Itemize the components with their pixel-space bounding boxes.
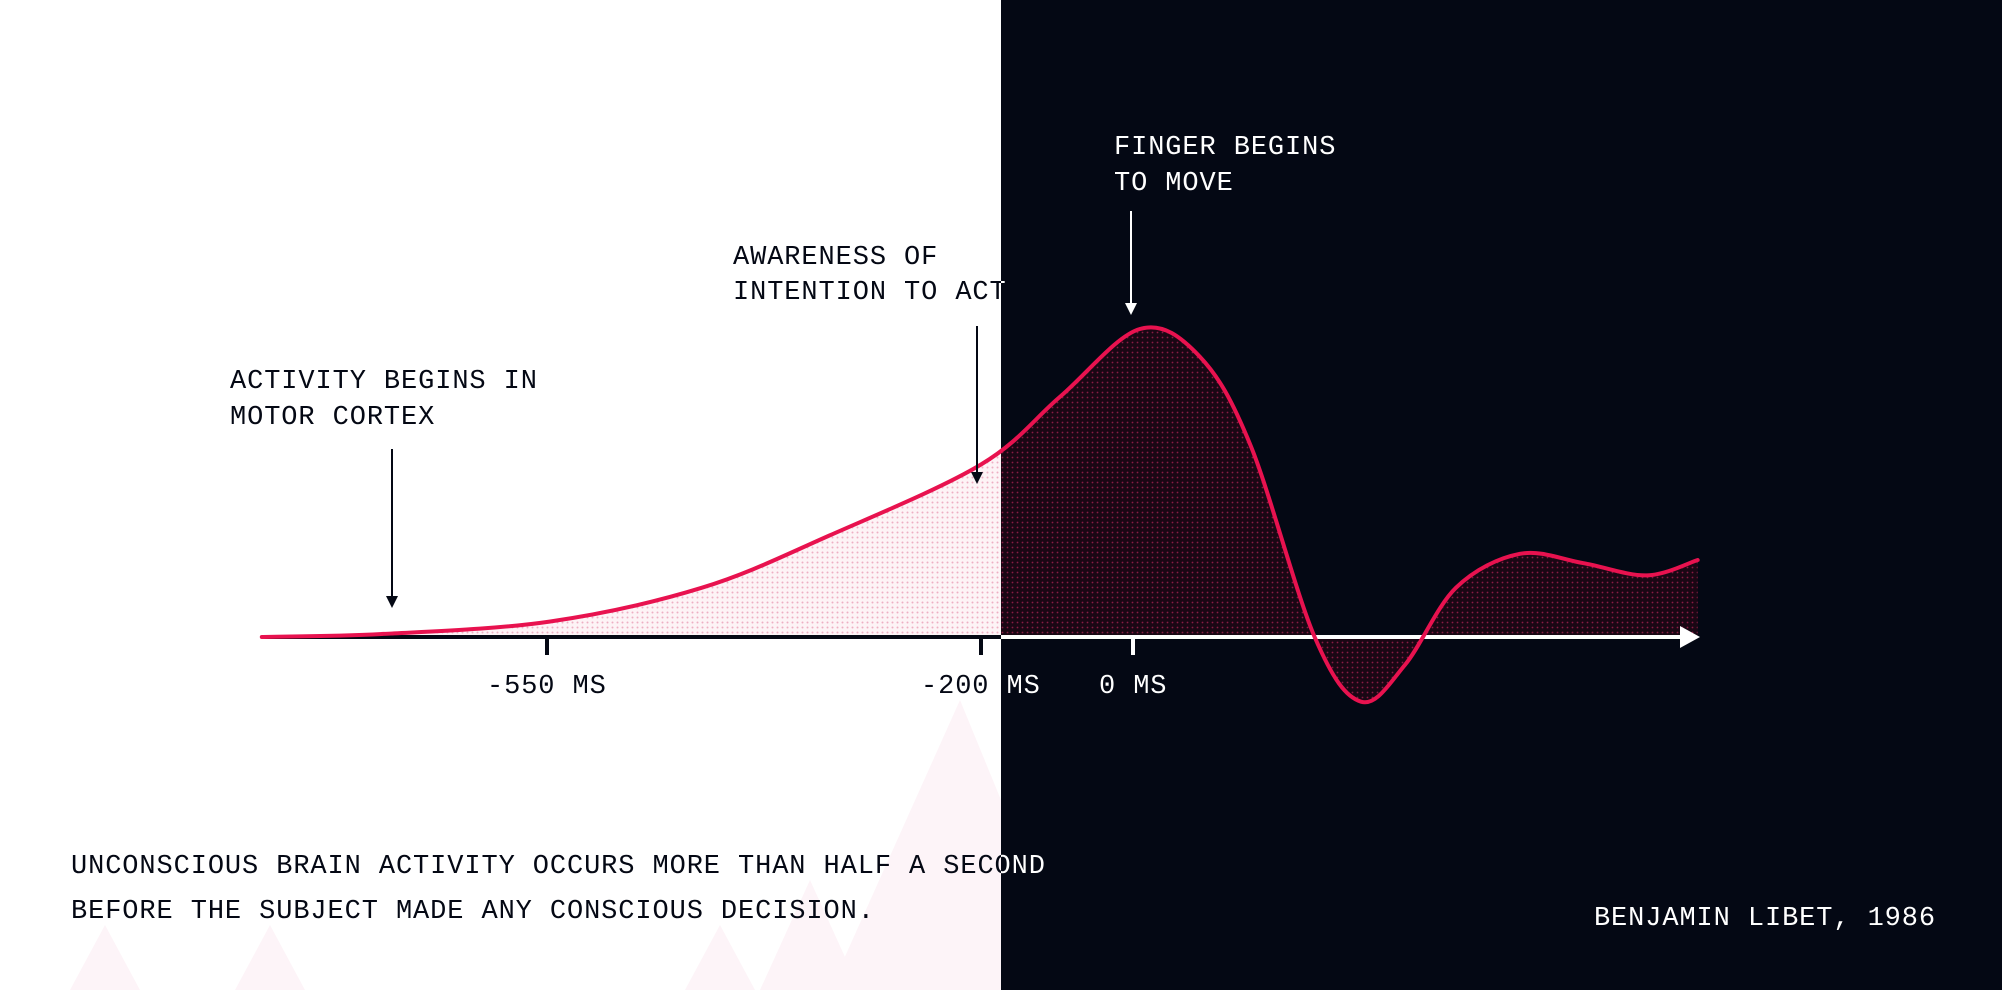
annotation-awareness-line2: INTENTION TO ACT (733, 278, 1007, 308)
readiness-potential-curve (259, 325, 1700, 705)
arrowhead-motor-cortex (386, 596, 398, 608)
decorative-triangles (70, 700, 1001, 990)
arrowhead-finger (1125, 303, 1137, 315)
background-left (0, 0, 1001, 990)
arrowhead-awareness (971, 472, 983, 484)
annotation-finger-line1: FINGER BEGINS (1114, 133, 1337, 163)
caption-line1: UNCONSCIOUS BRAIN ACTIVITY OCCURS MORE T… (71, 852, 1046, 882)
x-tick-label: 0 MS (1099, 672, 1168, 702)
annotation-awareness-line1: AWARENESS OF (733, 243, 939, 273)
x-axis-arrowhead (1680, 626, 1700, 648)
annotation-motor-cortex-line1: ACTIVITY BEGINS IN (230, 367, 538, 397)
caption-line2: BEFORE THE SUBJECT MADE ANY CONSCIOUS DE… (71, 897, 875, 927)
x-tick-label: -550 MS (487, 672, 607, 702)
annotation-motor-cortex-line2: MOTOR CORTEX (230, 403, 436, 433)
annotation-finger-line2: TO MOVE (1114, 169, 1234, 199)
credit: BENJAMIN LIBET, 1986 (1593, 904, 1936, 934)
x-tick-label: -200 MS (921, 672, 1041, 702)
area-fill-before-awareness (261, 451, 1001, 637)
area-fill-after-awareness (1001, 327, 1698, 703)
